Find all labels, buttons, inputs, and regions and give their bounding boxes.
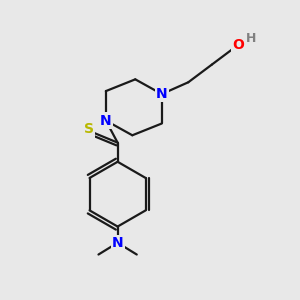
Text: S: S: [84, 122, 94, 136]
Text: O: O: [232, 38, 244, 52]
Text: H: H: [245, 32, 256, 45]
Text: N: N: [156, 87, 168, 101]
Text: N: N: [100, 114, 112, 128]
Text: N: N: [112, 236, 123, 250]
